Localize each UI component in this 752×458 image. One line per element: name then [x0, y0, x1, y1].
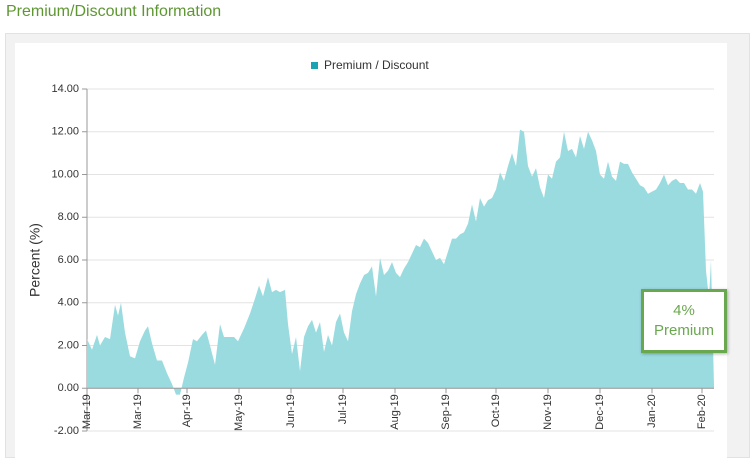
annotation: 4% Premium — [641, 289, 727, 353]
annotation-value: 4% — [673, 302, 695, 319]
x-tick-label: May-19 — [233, 394, 245, 431]
legend-marker — [311, 62, 318, 69]
legend-label: Premium / Discount — [324, 58, 429, 72]
x-tick-label: Jan-20 — [646, 394, 658, 428]
y-tick-label: 4.00 — [58, 297, 79, 309]
x-tick-label: Jul-19 — [337, 394, 349, 424]
y-tick-label: 0.00 — [58, 382, 79, 394]
y-tick-label: 8.00 — [58, 211, 79, 223]
x-tick-label: Sep-19 — [440, 394, 452, 429]
y-tick-label: 6.00 — [58, 254, 79, 266]
x-tick-label: Mar-19 — [81, 394, 93, 429]
section-title: Premium/Discount Information — [6, 3, 222, 20]
y-tick-label: 10.00 — [51, 168, 79, 180]
x-tick-label: Nov-19 — [542, 394, 554, 429]
x-tick-label: Dec-19 — [594, 394, 606, 429]
x-tick-label: Jun-19 — [285, 394, 297, 428]
x-tick-label: Oct-19 — [490, 394, 502, 427]
x-tick-label: Apr-19 — [181, 394, 193, 427]
y-tick-label: 2.00 — [58, 339, 79, 351]
annotation-text: Premium — [653, 322, 714, 339]
y-tick-label: -2.00 — [54, 425, 79, 437]
area — [87, 129, 714, 395]
y-axis-label: Percent (%) — [27, 223, 43, 297]
x-tick-label: Aug-19 — [389, 394, 401, 429]
y-tick-label: 12.00 — [51, 126, 79, 138]
y-tick-label: 14.00 — [51, 83, 79, 95]
x-tick-label: Feb-20 — [696, 394, 708, 429]
x-tick-label: Mar-19 — [132, 394, 144, 429]
